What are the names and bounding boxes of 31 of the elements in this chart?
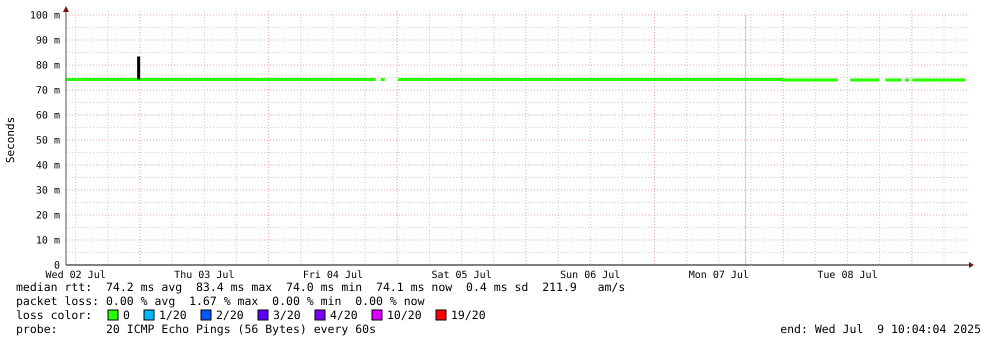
text: end: Wed Jul 9 10:04:04 2025 — [780, 322, 981, 336]
y-tick-label: 100 m — [30, 10, 60, 22]
y-tick-label: 50 m — [36, 136, 60, 146]
legend-label: 3/20 — [273, 308, 301, 322]
x-tick-label: Sat 05 Jul — [431, 270, 492, 281]
text: packet loss: 0.00 % avg 1.67 % max 0.00 % min 0.00 % now — [16, 294, 425, 308]
y-tick-label: 80 m — [36, 60, 60, 72]
legend-label: 4/20 — [330, 308, 358, 322]
legend-title: loss color: — [16, 308, 92, 322]
y-tick-label: 60 m — [36, 110, 60, 122]
x-tick-label: Sun 06 Jul — [560, 270, 620, 281]
y-tick-label: 10 m — [36, 236, 60, 246]
legend-label: 0 — [123, 308, 130, 322]
y-axis-title: Seconds — [4, 116, 17, 164]
y-tick-label: 0 — [54, 260, 60, 272]
legend-label: 19/20 — [451, 308, 486, 322]
x-tick-label: Mon 07 Jul — [688, 270, 749, 281]
text: probe: 20 ICMP Echo Pings (56 Bytes) every 60s — [16, 322, 376, 336]
legend-label: 2/20 — [216, 308, 244, 322]
legend-label: 1/20 — [159, 308, 187, 322]
y-tick-label: 20 m — [36, 210, 60, 222]
legend-label: 10/20 — [387, 308, 422, 322]
x-tick-label: Thu 03 Jul — [174, 270, 234, 281]
y-tick-label: 40 m — [36, 160, 60, 172]
y-tick-label: 90 m — [36, 36, 60, 46]
x-tick-label: Wed 02 Jul — [46, 270, 106, 281]
x-tick-label: Fri 04 Jul — [302, 270, 364, 281]
y-tick-label: 70 m — [36, 86, 60, 96]
text: median rtt: 74.2 ms avg 83.4 ms max 74.0 ms min 74.1 ms now 0.4 ms sd 211.9 am/s — [16, 280, 626, 294]
y-tick-label: 30 m — [36, 186, 60, 196]
x-tick-label: Tue 08 Jul — [817, 270, 878, 281]
